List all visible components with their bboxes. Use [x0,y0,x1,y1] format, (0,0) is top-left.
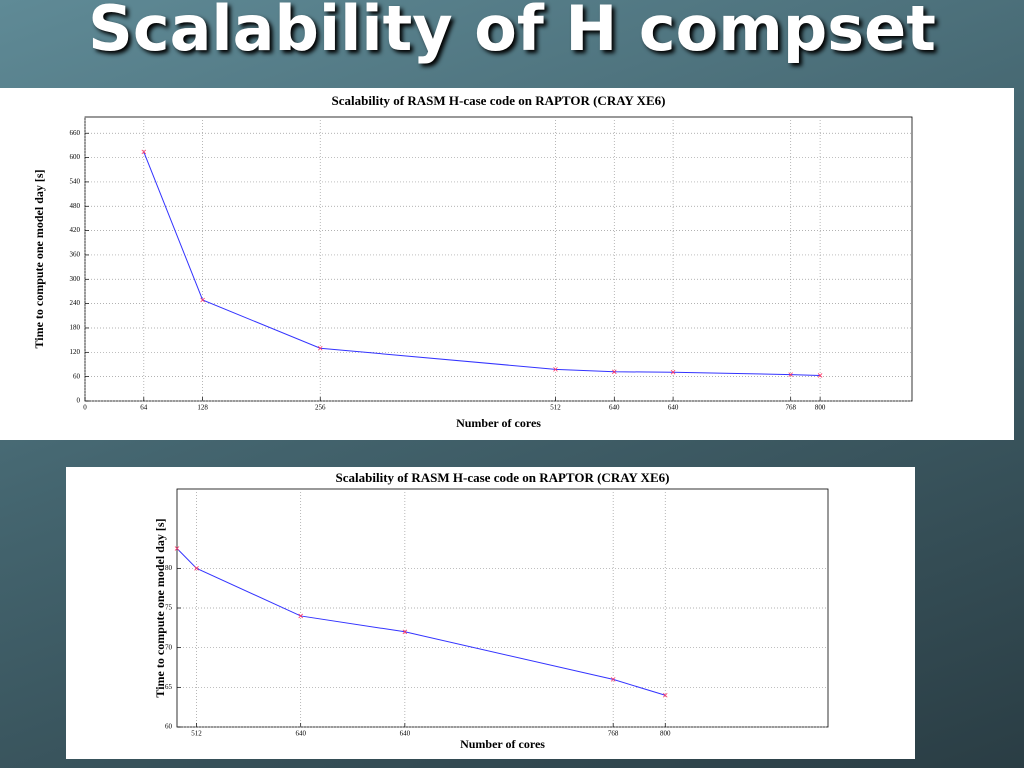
data-point [817,373,823,378]
x-tick-label: 512 [550,404,561,412]
y-tick-label: 480 [70,202,81,210]
data-point [553,367,558,372]
y-tick-label: 300 [70,275,81,283]
data-point [141,149,147,155]
y-tick-label: 360 [70,251,81,259]
data-point [662,692,668,698]
data-point [174,546,180,551]
data-line [176,548,666,696]
data-point [788,372,793,377]
x-axis-label: Number of cores [456,416,541,430]
x-tick-label: 512 [191,730,202,738]
x-tick-label: 128 [197,404,208,412]
x-tick-label: 800 [815,404,826,412]
chart-title: Scalability of RASM H-case code on RAPTO… [336,470,670,485]
x-tick-label: 256 [315,404,326,412]
x-axis-label: Number of cores [460,737,545,751]
y-tick-label: 120 [70,348,81,356]
data-point [317,345,323,351]
x-tick-label: 800 [660,730,671,738]
x-tick-label: 640 [668,404,679,412]
x-tick-label: 768 [608,730,619,738]
x-tick-label: 768 [785,404,796,412]
y-tick-label: 240 [70,299,81,307]
y-tick-label: 540 [70,178,81,186]
data-point [298,613,303,619]
x-tick-label: 640 [400,730,411,738]
data-point [402,629,408,635]
x-tick-label: 640 [295,730,306,738]
data-point [200,297,205,303]
slide-title: Scalability of H compset [88,0,936,65]
y-axis-label: Time to compute one model day [s] [153,518,167,697]
plot-area [84,116,913,402]
x-tick-label: 0 [83,404,87,412]
data-line [143,151,821,376]
plot-area [176,488,829,728]
y-axis-label: Time to compute one model day [s] [32,169,46,348]
y-tick-label: 75 [165,604,173,612]
y-tick-label: 70 [165,643,173,651]
data-point [611,369,617,375]
y-tick-label: 600 [70,153,81,161]
y-tick-label: 65 [165,683,173,691]
y-tick-label: 180 [70,324,81,332]
x-tick-label: 640 [609,404,620,412]
y-tick-label: 420 [70,226,81,234]
data-point [194,566,199,571]
y-tick-label: 60 [165,723,173,731]
data-point [610,677,616,682]
y-tick-label: 0 [77,397,81,405]
y-tick-label: 60 [73,372,81,380]
y-tick-label: 660 [70,129,81,137]
y-tick-label: 80 [165,564,173,572]
data-point [670,369,676,375]
x-tick-label: 64 [140,404,148,412]
chart-title: Scalability of RASM H-case code on RAPTO… [332,93,666,108]
